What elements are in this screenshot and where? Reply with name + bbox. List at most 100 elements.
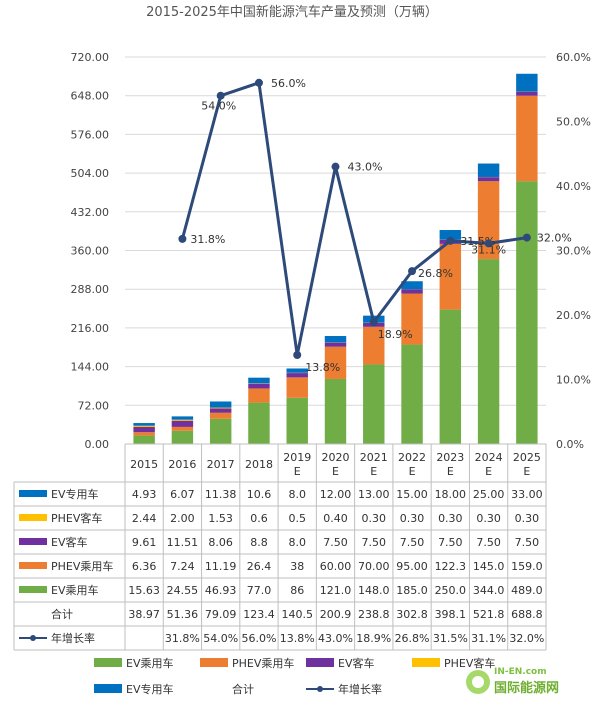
table-row-legend-key — [19, 538, 47, 545]
table-cell: 86 — [290, 584, 304, 597]
table-header-cell-line: 2022 — [398, 451, 426, 464]
table-cell: 13.00 — [358, 488, 390, 501]
growth-data-label: 43.0% — [348, 161, 383, 174]
bar-segment — [133, 427, 155, 433]
table-cell: 15.63 — [128, 584, 160, 597]
table-cell: 13.8% — [280, 632, 315, 645]
y-tick-label: 288.00 — [71, 283, 110, 296]
table-cell: 122.3 — [435, 560, 467, 573]
y2-tick-label: 60.0% — [556, 51, 591, 64]
table-cell: 0.30 — [515, 512, 540, 525]
growth-point — [293, 350, 302, 359]
table-cell: 32.0% — [509, 632, 544, 645]
growth-point — [216, 91, 225, 100]
table-header-cell-line: E — [332, 465, 339, 478]
table-cell: 7.50 — [323, 536, 348, 549]
table-cell: 238.8 — [358, 608, 390, 621]
growth-point — [369, 318, 378, 327]
bar-segment — [477, 259, 500, 444]
bar-segment — [401, 344, 423, 444]
table-cell: 70.00 — [358, 560, 390, 573]
table-cell: 8.0 — [288, 536, 306, 549]
growth-data-label: 31.8% — [190, 233, 225, 246]
watermark-line2: 国际能源网 — [494, 680, 559, 696]
legend-label: PHEV客车 — [444, 656, 495, 670]
table-cell: 7.50 — [400, 536, 425, 549]
table-cell: 54.0% — [203, 632, 238, 645]
table-cell: 2.00 — [170, 512, 195, 525]
table-cell: 2.44 — [132, 512, 157, 525]
bar-segment — [133, 432, 155, 436]
table-row-legend-key — [19, 562, 47, 569]
table-row-legend-key — [19, 490, 47, 497]
table-cell: 11.51 — [167, 536, 199, 549]
table-cell: 0.30 — [362, 512, 387, 525]
growth-data-label: 13.8% — [305, 361, 340, 374]
y-tick-label: 0.00 — [85, 438, 110, 451]
growth-data-label: 56.0% — [271, 77, 306, 90]
legend-label: EV专用车 — [126, 682, 173, 696]
legend-label: EV客车 — [338, 656, 374, 670]
table-header-cell: 2022 E — [398, 451, 426, 478]
bar-segment — [363, 364, 385, 444]
table-cell: 121.0 — [320, 584, 352, 597]
bar-segment — [516, 91, 538, 96]
bar-segment — [248, 402, 270, 444]
table-header-cell-line: 2020 — [322, 451, 350, 464]
bar-segment — [516, 95, 538, 182]
legend-label: EV乘用车 — [126, 656, 173, 670]
table-cell: 60.00 — [320, 560, 352, 573]
table-header-cell: 2021 E — [360, 451, 388, 478]
table-row-header: 年增长率 — [51, 631, 95, 645]
bar-segment — [516, 181, 538, 444]
table-row-legend-key — [30, 635, 36, 641]
table-cell: 0.40 — [323, 512, 348, 525]
growth-data-label: 31.1% — [471, 243, 506, 256]
table-header-cell-line: 2024 — [475, 451, 503, 464]
table-cell: 18.00 — [435, 488, 467, 501]
table-cell: 398.1 — [435, 608, 467, 621]
y-tick-label: 576.00 — [71, 128, 110, 141]
growth-point — [522, 233, 531, 242]
table-cell: 24.55 — [167, 584, 199, 597]
growth-point — [408, 267, 417, 276]
bar-segment — [286, 368, 308, 373]
y-tick-label: 720.00 — [71, 51, 110, 64]
legend-key — [94, 684, 122, 693]
legend-key — [412, 658, 440, 667]
table-cell: 15.00 — [396, 488, 428, 501]
growth-data-label: 54.0% — [201, 100, 236, 113]
table-cell: 46.93 — [205, 584, 237, 597]
table-header-cell: 2015 — [130, 458, 158, 471]
table-cell: 140.5 — [281, 608, 313, 621]
bar-segment — [401, 289, 423, 294]
table-cell: 9.61 — [132, 536, 157, 549]
bar-segment — [133, 425, 155, 428]
y2-tick-label: 50.0% — [556, 116, 591, 129]
table-cell: 7.24 — [170, 560, 195, 573]
table-header-cell: 2024 E — [475, 451, 503, 478]
bar-segment — [248, 388, 270, 403]
table-cell: 11.38 — [205, 488, 237, 501]
bar-segment — [209, 418, 232, 444]
watermark-line1: IN-EN.com — [494, 667, 547, 677]
table-cell: 159.0 — [511, 560, 543, 573]
table-row-header: 合计 — [51, 607, 73, 621]
table-cell: 56.0% — [241, 632, 276, 645]
table-cell: 38.97 — [128, 608, 160, 621]
growth-line-path — [180, 80, 528, 356]
y-tick-label: 216.00 — [71, 322, 110, 335]
bar-segment — [133, 435, 155, 444]
table-cell: 344.0 — [473, 584, 505, 597]
bar-segment — [324, 336, 347, 343]
table-cell: 0.30 — [438, 512, 463, 525]
bar-segment — [209, 408, 232, 413]
table-header-cell-line: 2023 — [436, 451, 464, 464]
bar-segment — [171, 430, 194, 444]
table-header-cell-line: E — [447, 465, 454, 478]
table-cell: 43.0% — [318, 632, 353, 645]
growth-point — [331, 162, 340, 171]
y-tick-label: 360.00 — [71, 245, 110, 258]
y2-tick-label: 30.0% — [556, 245, 591, 258]
